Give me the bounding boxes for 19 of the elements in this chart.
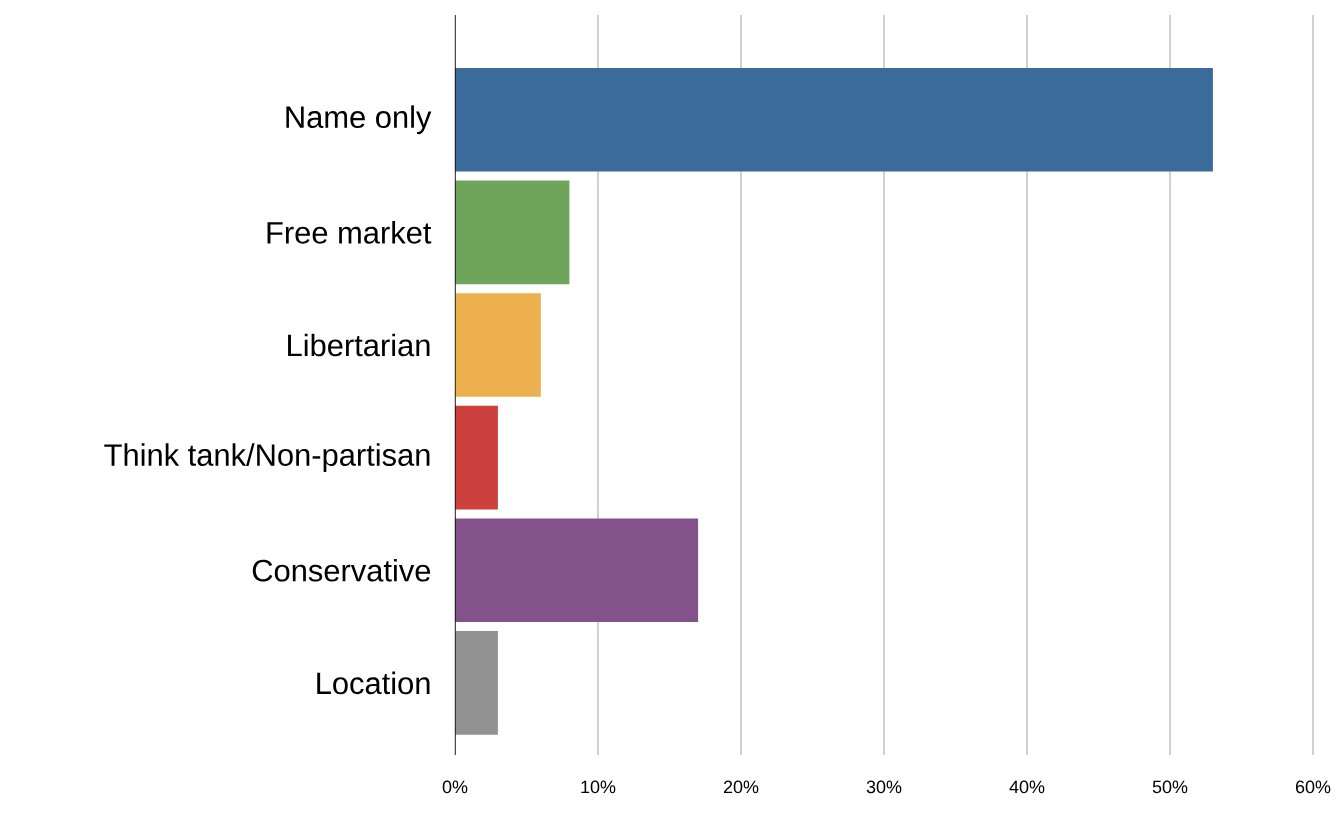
y-tick-label: Think tank/Non-partisan <box>104 443 430 473</box>
bar <box>455 631 498 735</box>
bar <box>455 518 699 623</box>
bar <box>455 180 570 285</box>
y-tick-label: Conservative <box>252 558 431 582</box>
y-tick-label: Libertarian <box>288 333 430 357</box>
x-tick-label: 30% <box>866 780 902 794</box>
x-tick-label: 20% <box>723 780 759 794</box>
y-tick-label: Free market <box>267 221 432 244</box>
x-tick-label: 10% <box>581 780 616 794</box>
bar <box>455 67 1213 172</box>
bar <box>455 405 498 510</box>
y-tick-label: Location <box>317 671 430 695</box>
x-tick-label: 0% <box>442 780 468 794</box>
x-tick-label: 60% <box>1295 780 1331 794</box>
x-tick-label: 40% <box>1009 780 1045 794</box>
y-tick-label: Name only <box>286 105 432 135</box>
bar <box>455 293 541 397</box>
x-tick-label: 50% <box>1152 780 1188 794</box>
